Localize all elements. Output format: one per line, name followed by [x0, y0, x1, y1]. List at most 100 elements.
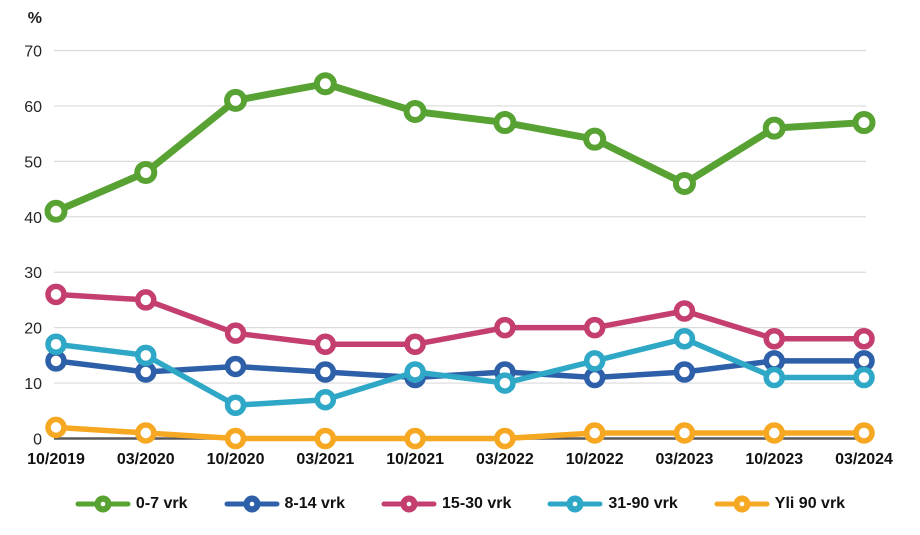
- series-line: [53, 358, 867, 381]
- data-point-marker: [135, 344, 157, 367]
- data-point-marker: [853, 422, 875, 444]
- data-point-marker: [673, 300, 696, 322]
- legend-label: 0-7 vrk: [135, 495, 188, 512]
- data-point-marker: [763, 350, 785, 372]
- y-tick-label: 40: [24, 210, 42, 227]
- x-tick-label: 03/2022: [476, 451, 534, 468]
- chart-legend: 0-7 vrk 8-14 vrk 15-30 vrk 31-90 vrk Yli 90 …: [0, 486, 920, 522]
- x-axis-tick-labels: 10/2019 03/2020 10/2020 03/2021 10/2021 03/20…: [27, 451, 893, 468]
- x-tick-label: 03/2024: [835, 451, 893, 468]
- data-point-marker: [763, 366, 785, 389]
- data-point-marker: [314, 333, 337, 356]
- data-point-marker: [45, 416, 67, 439]
- legend-marker-icon: [547, 495, 603, 513]
- legend-item-31-90-vrk: 31-90 vrk: [547, 493, 678, 515]
- data-point-marker: [673, 361, 696, 383]
- data-point-marker: [45, 350, 67, 372]
- x-tick-label: 10/2022: [566, 451, 624, 468]
- legend-marker-dot-center: [406, 501, 412, 507]
- y-tick-label: 70: [24, 44, 42, 61]
- data-point-marker: [853, 366, 875, 389]
- data-point-marker: [404, 333, 426, 356]
- series-31-90-vrk: [45, 327, 875, 416]
- y-tick-label: 20: [24, 321, 42, 338]
- series-15-30-vrk: [45, 283, 875, 356]
- data-point-marker: [583, 422, 606, 444]
- y-tick-label: 0: [33, 432, 42, 449]
- series-line: [53, 335, 867, 408]
- legend-item-yli-90-vrk: Yli 90 vrk: [714, 493, 845, 515]
- legend-marker-icon: [381, 495, 437, 513]
- legend-marker-icon: [75, 495, 131, 513]
- data-point-marker: [314, 388, 337, 411]
- series-line: [53, 424, 867, 442]
- legend-item-0-7-vrk: 0-7 vrk: [75, 493, 188, 515]
- data-point-marker: [763, 422, 785, 444]
- data-point-marker: [583, 127, 607, 151]
- x-tick-label: 10/2023: [745, 451, 803, 468]
- legend-marker-dot-center: [739, 501, 745, 507]
- data-point-marker: [224, 355, 247, 378]
- data-point-marker: [135, 422, 157, 444]
- data-point-marker: [672, 172, 696, 196]
- data-point-marker: [494, 427, 516, 450]
- data-point-marker: [762, 116, 786, 140]
- data-point-marker: [224, 394, 247, 416]
- legend-marker-icon: [224, 495, 280, 513]
- data-point-marker: [224, 88, 248, 112]
- data-point-marker: [852, 111, 876, 135]
- data-point-marker: [403, 99, 427, 123]
- data-point-marker: [224, 322, 247, 344]
- data-point-marker: [45, 283, 67, 306]
- data-point-marker: [404, 361, 426, 383]
- legend-label: 15-30 vrk: [442, 495, 512, 512]
- data-point-marker: [583, 350, 606, 372]
- data-point-marker: [135, 289, 157, 311]
- data-point-marker: [853, 350, 875, 372]
- x-tick-label: 10/2020: [207, 451, 265, 468]
- legend-label: 31-90 vrk: [608, 495, 678, 512]
- y-axis-tick-labels: 0 10 20 30 40 50 60 70: [24, 44, 42, 449]
- data-point-marker: [45, 333, 67, 356]
- data-point-marker: [494, 316, 516, 339]
- data-point-marker: [493, 111, 517, 135]
- data-point-marker: [135, 361, 157, 383]
- y-tick-label: 50: [24, 154, 42, 171]
- legend-item-15-30-vrk: 15-30 vrk: [381, 493, 511, 515]
- y-tick-label: 60: [24, 99, 42, 116]
- series-line: [52, 80, 868, 215]
- data-point-marker: [494, 372, 516, 394]
- data-series: [44, 72, 876, 450]
- data-point-marker: [763, 327, 785, 350]
- legend-marker-dot-center: [100, 501, 106, 507]
- data-point-marker: [314, 427, 337, 450]
- data-point-marker: [673, 327, 696, 350]
- gridlines: [54, 49, 866, 440]
- data-point-marker: [313, 72, 337, 96]
- y-axis-unit-label: %: [28, 10, 42, 27]
- data-point-marker: [44, 199, 68, 223]
- x-tick-label: 10/2019: [27, 451, 85, 468]
- data-point-marker: [134, 160, 158, 184]
- x-tick-label: 03/2023: [656, 451, 714, 468]
- data-point-marker: [224, 427, 247, 450]
- legend-label: 8-14 vrk: [284, 495, 346, 512]
- legend-marker-dot-center: [249, 501, 254, 507]
- y-tick-label: 30: [24, 265, 42, 282]
- series-yli-90-vrk: [45, 416, 875, 450]
- legend-item-8-14-vrk: 8-14 vrk: [224, 493, 346, 515]
- data-point-marker: [583, 366, 606, 389]
- data-point-marker: [583, 316, 606, 339]
- legend-label: Yli 90 vrk: [774, 495, 846, 512]
- data-point-marker: [853, 327, 875, 350]
- y-tick-label: 10: [24, 376, 42, 393]
- x-tick-label: 03/2020: [117, 451, 175, 468]
- x-tick-label: 03/2021: [296, 451, 354, 468]
- legend-marker-dot-center: [573, 501, 578, 507]
- x-tick-label: 10/2021: [386, 451, 444, 468]
- data-point-marker: [314, 361, 337, 383]
- series-line: [53, 291, 867, 348]
- legend-marker-icon: [714, 495, 770, 513]
